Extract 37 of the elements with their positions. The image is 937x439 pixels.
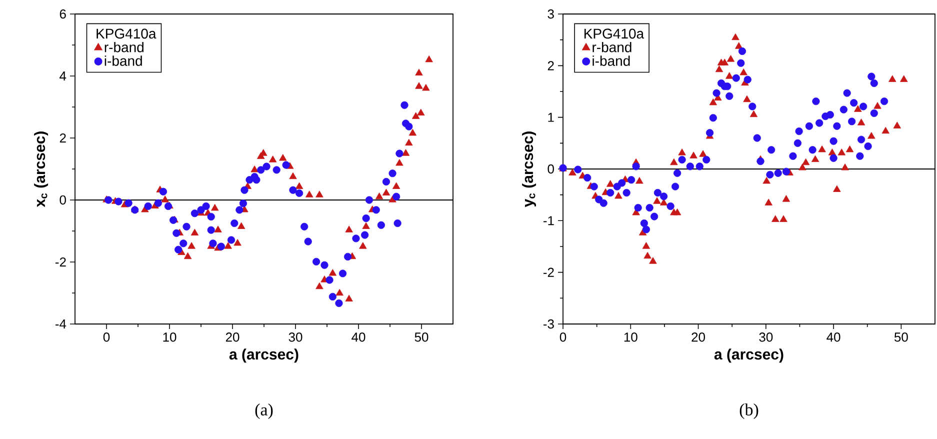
legend-label: i-band [592,56,630,66]
y-tick-label: 1 [548,112,554,122]
x-axis-title: a (arcsec) [229,348,298,363]
y-tick-label: -1 [543,216,554,226]
y-tick-label: -3 [543,319,554,329]
x-tick-label: 0 [103,332,110,342]
y-axis-title: y$_{c}$ (arcsec) [522,132,536,208]
y-tick-label: 0 [548,164,554,174]
legend-label: i-band [104,56,142,66]
legend-title: KPG410a [584,28,644,39]
legend-title: KPG410a [96,28,156,39]
x-tick-label: 40 [826,332,840,342]
x-tick-label: 10 [163,332,176,342]
x-tick-label: 50 [414,332,428,342]
y-tick-label: 0 [60,195,66,205]
x-axis-title: a (arcsec) [714,348,784,363]
x-tick-label: 0 [560,332,566,342]
y-tick-label: 3 [548,9,554,19]
y-tick-label: 6 [60,9,66,19]
y-tick-label: -4 [56,320,66,328]
x-tick-label: 10 [624,332,638,342]
y-tick-label: 4 [60,72,66,80]
legend-label: r-band [592,42,632,52]
y-tick-label: 2 [548,61,554,70]
legend-label: r-band [104,42,144,52]
text: (b) [740,404,758,419]
x-tick-label: 20 [692,332,705,342]
x-tick-label: 30 [288,332,302,342]
y-tick-label: 2 [60,133,66,143]
x-tick-label: 50 [894,332,908,342]
x-tick-label: 30 [759,332,773,342]
y-tick-label: -2 [543,268,554,277]
y-axis-title: x$_{c}$ (arcsec) [34,132,48,208]
x-tick-label: 20 [226,332,240,342]
text: (a) [255,404,273,419]
y-tick-label: -2 [56,257,66,267]
x-tick-label: 40 [352,332,366,342]
